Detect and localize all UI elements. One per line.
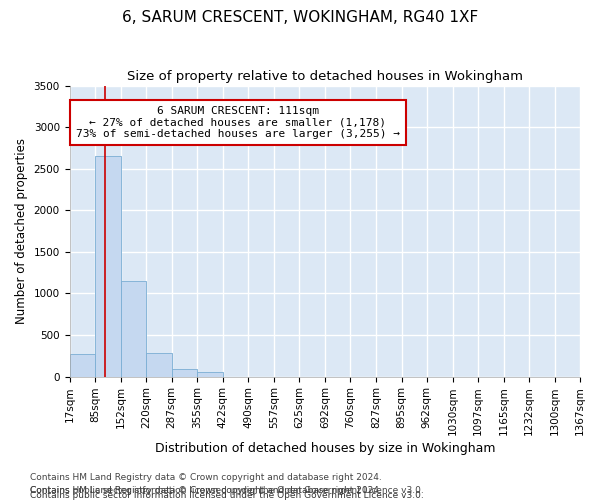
Bar bbox=[172, 369, 197, 376]
Title: Size of property relative to detached houses in Wokingham: Size of property relative to detached ho… bbox=[127, 70, 523, 83]
Bar bbox=[95, 156, 121, 376]
Bar bbox=[146, 354, 172, 376]
Bar bbox=[70, 354, 95, 376]
Bar bbox=[121, 281, 146, 376]
Text: Contains HM Land Registry data © Crown copyright and database right 2024.: Contains HM Land Registry data © Crown c… bbox=[30, 486, 382, 495]
Bar bbox=[197, 372, 223, 376]
Y-axis label: Number of detached properties: Number of detached properties bbox=[15, 138, 28, 324]
Text: Contains public sector information licensed under the Open Government Licence v3: Contains public sector information licen… bbox=[30, 491, 424, 500]
Text: Contains HM Land Registry data © Crown copyright and database right 2024.: Contains HM Land Registry data © Crown c… bbox=[30, 474, 382, 482]
Text: 6, SARUM CRESCENT, WOKINGHAM, RG40 1XF: 6, SARUM CRESCENT, WOKINGHAM, RG40 1XF bbox=[122, 10, 478, 25]
Text: 6 SARUM CRESCENT: 111sqm
← 27% of detached houses are smaller (1,178)
73% of sem: 6 SARUM CRESCENT: 111sqm ← 27% of detach… bbox=[76, 106, 400, 139]
X-axis label: Distribution of detached houses by size in Wokingham: Distribution of detached houses by size … bbox=[155, 442, 495, 455]
Text: Contains public sector information licensed under the Open Government Licence v3: Contains public sector information licen… bbox=[30, 486, 424, 495]
